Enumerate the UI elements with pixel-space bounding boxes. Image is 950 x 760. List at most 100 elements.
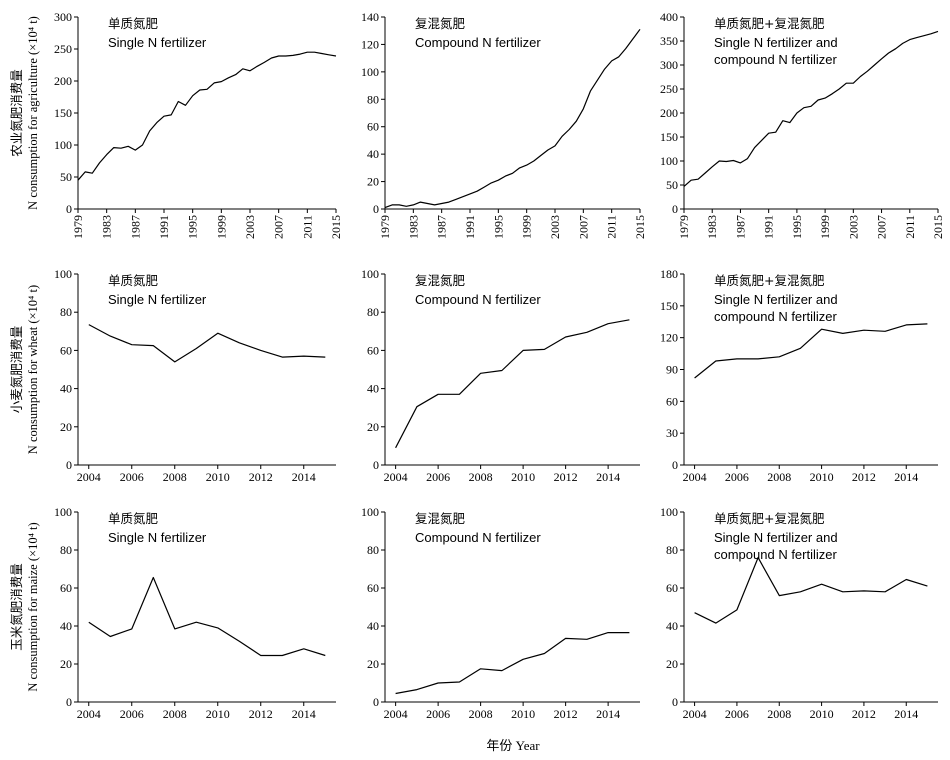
x-tick-label: 2011 — [605, 215, 619, 239]
y-tick-label: 60 — [666, 394, 678, 408]
x-tick-label: 1983 — [705, 215, 719, 239]
y-tick-label: 20 — [367, 175, 379, 189]
y-axis-label-en: N consumption for maize (×10⁴ t) — [26, 522, 40, 691]
y-tick-label: 60 — [367, 120, 379, 134]
x-tick-label: 2014 — [292, 470, 316, 484]
panel-title-cn: 复混氮肥 — [415, 511, 466, 526]
x-tick-label: 2014 — [596, 707, 620, 721]
y-tick-label: 150 — [54, 106, 72, 120]
y-tick-label: 50 — [60, 170, 72, 184]
x-tick-label: 1999 — [818, 215, 832, 239]
y-tick-label: 100 — [54, 138, 72, 152]
y-tick-label: 20 — [60, 420, 72, 434]
x-tick-label: 1979 — [677, 215, 691, 239]
x-tick-label: 2010 — [810, 470, 834, 484]
x-tick-label: 1991 — [463, 215, 477, 239]
y-tick-label: 40 — [60, 382, 72, 396]
panel-title-en: Single N fertilizer — [108, 35, 207, 50]
y-tick-label: 40 — [367, 619, 379, 633]
panel-title-cn: 单质氮肥+复混氮肥 — [714, 16, 825, 31]
x-tick-label: 2007 — [576, 215, 590, 239]
x-tick-label: 2004 — [77, 707, 101, 721]
x-tick-label: 2012 — [554, 470, 578, 484]
y-tick-label: 100 — [361, 267, 379, 281]
x-tick-label: 2004 — [683, 470, 707, 484]
x-tick-label: 2008 — [163, 707, 187, 721]
y-tick-label: 250 — [660, 82, 678, 96]
y-axis-label-cn: 玉米氮肥消费量 — [9, 563, 24, 651]
series-line — [683, 30, 939, 187]
x-tick-label: 2012 — [554, 707, 578, 721]
x-tick-label: 2008 — [163, 470, 187, 484]
chart-panel: 0 20 40 60 80 100 120 140 1979 1983 1987 1991 1995 19… — [361, 10, 647, 239]
panel-title-en: Compound N fertilizer — [415, 35, 541, 50]
x-tick-label: 1987 — [435, 215, 449, 239]
x-tick-label: 2003 — [548, 215, 562, 239]
panel-title-cn: 单质氮肥 — [108, 273, 159, 288]
x-tick-label: 2006 — [725, 707, 749, 721]
y-tick-label: 200 — [54, 74, 72, 88]
y-tick-label: 90 — [666, 363, 678, 377]
y-tick-label: 20 — [666, 657, 678, 671]
y-tick-label: 0 — [672, 458, 678, 472]
x-tick-label: 2014 — [894, 707, 918, 721]
x-tick-label: 2006 — [426, 707, 450, 721]
y-axis-label-en: N consumption for agriculture (×10⁴ t) — [26, 16, 40, 210]
x-tick-label: 2015 — [329, 215, 343, 239]
chart-panel: 0 20 40 60 80 100 2004 2006 2008 2010 2012 2014 单质氮肥… — [54, 505, 336, 721]
y-tick-label: 40 — [666, 619, 678, 633]
panel-title-en: Compound N fertilizer — [415, 530, 541, 545]
x-tick-label: 2015 — [633, 215, 647, 239]
x-tick-label: 2011 — [300, 215, 314, 239]
x-tick-label: 1987 — [128, 215, 142, 239]
x-tick-label: 1979 — [71, 215, 85, 239]
x-tick-label: 1995 — [491, 215, 505, 239]
y-tick-label: 0 — [373, 458, 379, 472]
y-tick-label: 350 — [660, 34, 678, 48]
panel-title-en: Single N fertilizer and — [714, 292, 838, 307]
chart-panel: 0 20 40 60 80 100 2004 2006 2008 2010 2012 2014 复混氮肥… — [361, 505, 640, 721]
panel-title-en: Compound N fertilizer — [415, 292, 541, 307]
y-axis-label-cn: 小麦氮肥消费量 — [9, 326, 24, 414]
series-line — [88, 576, 326, 657]
x-tick-label: 2010 — [810, 707, 834, 721]
x-axis-label: 年份 Year — [486, 738, 540, 753]
panel-title-en: Single N fertilizer — [108, 292, 207, 307]
chart-panel: 0 30 60 90 120 150 180 2004 2006 2008 2010 2012 2014… — [660, 267, 938, 484]
y-tick-label: 40 — [367, 382, 379, 396]
panel-title-cn: 单质氮肥 — [108, 16, 159, 31]
panel-title-en: Single N fertilizer and — [714, 35, 838, 50]
panel-title-en: Single N fertilizer — [108, 530, 207, 545]
y-tick-label: 0 — [672, 202, 678, 216]
y-tick-label: 200 — [660, 106, 678, 120]
panel-title-cn: 单质氮肥+复混氮肥 — [714, 273, 825, 288]
x-tick-label: 2006 — [426, 470, 450, 484]
y-tick-label: 100 — [54, 505, 72, 519]
x-tick-label: 2008 — [767, 707, 791, 721]
x-tick-label: 2011 — [903, 215, 917, 239]
series-line — [395, 631, 630, 695]
y-tick-label: 80 — [367, 305, 379, 319]
x-tick-label: 1999 — [214, 215, 228, 239]
y-tick-label: 20 — [60, 657, 72, 671]
x-tick-label: 1999 — [520, 215, 534, 239]
y-tick-label: 20 — [367, 420, 379, 434]
y-tick-label: 80 — [367, 92, 379, 106]
x-tick-label: 2014 — [894, 470, 918, 484]
y-tick-label: 400 — [660, 10, 678, 24]
x-tick-label: 2007 — [875, 215, 889, 239]
chart-panel: 0 50 100 150 200 250 300 1979 1983 1987 1991 1995 19… — [54, 10, 343, 239]
chart-panel: 0 20 40 60 80 100 2004 2006 2008 2010 2012 2014 复混氮肥… — [361, 267, 640, 484]
series-line — [384, 28, 641, 209]
x-tick-label: 2008 — [767, 470, 791, 484]
x-tick-label: 1979 — [378, 215, 392, 239]
x-tick-label: 1995 — [790, 215, 804, 239]
x-tick-label: 2012 — [852, 470, 876, 484]
panel-title-en: Single N fertilizer and — [714, 530, 838, 545]
y-tick-label: 60 — [367, 343, 379, 357]
y-tick-label: 0 — [373, 202, 379, 216]
x-tick-label: 2006 — [120, 470, 144, 484]
x-tick-label: 2012 — [249, 470, 273, 484]
y-tick-label: 80 — [60, 305, 72, 319]
